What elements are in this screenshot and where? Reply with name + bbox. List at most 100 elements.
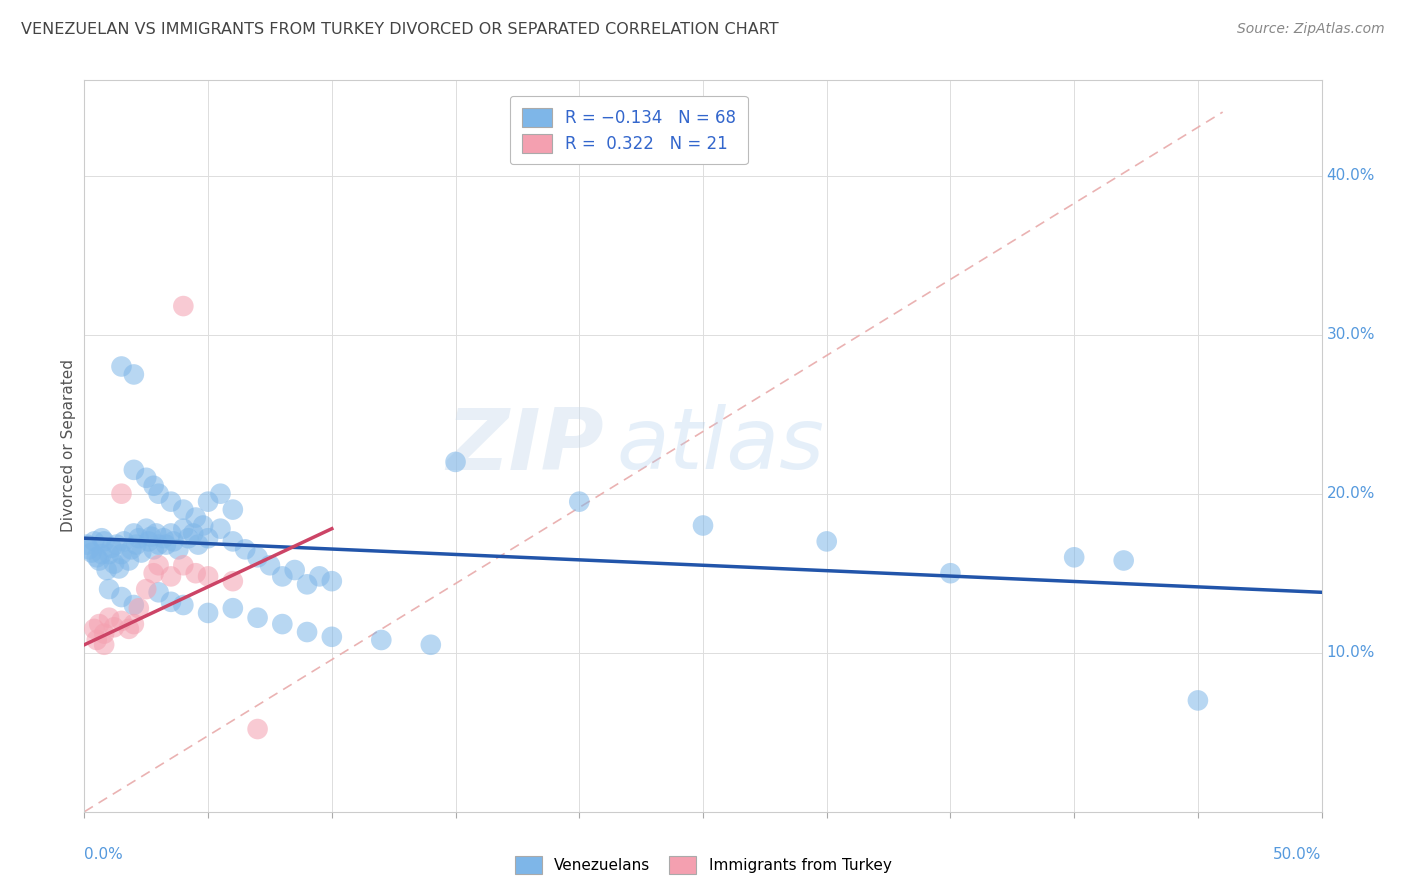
Point xyxy=(191,518,214,533)
Point xyxy=(79,542,101,557)
Point xyxy=(184,566,207,581)
Point xyxy=(162,534,184,549)
Point xyxy=(197,569,219,583)
Point xyxy=(160,595,183,609)
Point xyxy=(86,632,108,647)
Point xyxy=(1063,550,1085,565)
Point xyxy=(197,531,219,545)
Point xyxy=(145,526,167,541)
Point xyxy=(172,522,194,536)
Point xyxy=(233,542,256,557)
Point xyxy=(419,638,441,652)
Point xyxy=(1112,553,1135,567)
Point xyxy=(98,611,121,625)
Point xyxy=(118,553,141,567)
Point xyxy=(155,538,177,552)
Point xyxy=(209,486,232,500)
Point xyxy=(308,569,330,583)
Point xyxy=(89,617,111,632)
Point xyxy=(815,534,838,549)
Text: VENEZUELAN VS IMMIGRANTS FROM TURKEY DIVORCED OR SEPARATED CORRELATION CHART: VENEZUELAN VS IMMIGRANTS FROM TURKEY DIV… xyxy=(21,22,779,37)
Point xyxy=(172,502,194,516)
Point xyxy=(271,617,294,632)
Point xyxy=(246,550,269,565)
Point xyxy=(181,526,204,541)
Point xyxy=(108,561,131,575)
Point xyxy=(86,550,108,565)
Point xyxy=(222,574,245,589)
Point xyxy=(148,486,170,500)
Point xyxy=(246,611,269,625)
Point xyxy=(110,547,132,561)
Point xyxy=(110,590,132,604)
Point xyxy=(172,558,194,573)
Point xyxy=(98,547,121,561)
Point xyxy=(321,574,343,589)
Point xyxy=(142,566,165,581)
Point xyxy=(160,569,183,583)
Text: atlas: atlas xyxy=(616,404,824,488)
Point xyxy=(148,538,170,552)
Point xyxy=(90,547,112,561)
Point xyxy=(222,534,245,549)
Point xyxy=(370,632,392,647)
Point xyxy=(1187,693,1209,707)
Text: 10.0%: 10.0% xyxy=(1327,645,1375,660)
Point xyxy=(128,601,150,615)
Point xyxy=(152,531,174,545)
Text: ZIP: ZIP xyxy=(446,404,605,488)
Point xyxy=(93,534,115,549)
Point xyxy=(135,471,157,485)
Point xyxy=(160,526,183,541)
Point xyxy=(122,598,145,612)
Point xyxy=(141,530,163,544)
Point xyxy=(167,542,190,557)
Point xyxy=(177,531,200,545)
Point xyxy=(76,538,98,552)
Point xyxy=(103,620,125,634)
Point xyxy=(93,638,115,652)
Point xyxy=(222,601,245,615)
Point xyxy=(295,625,318,640)
Point xyxy=(80,545,103,559)
Point xyxy=(142,542,165,557)
Point xyxy=(197,606,219,620)
Point xyxy=(197,494,219,508)
Point xyxy=(172,299,194,313)
Point xyxy=(142,479,165,493)
Point xyxy=(284,563,307,577)
Point xyxy=(321,630,343,644)
Point xyxy=(105,538,128,552)
Point xyxy=(692,518,714,533)
Point xyxy=(568,494,591,508)
Point xyxy=(135,582,157,596)
Point xyxy=(120,542,142,557)
Point xyxy=(222,502,245,516)
Point xyxy=(122,617,145,632)
Text: 30.0%: 30.0% xyxy=(1327,327,1375,343)
Point xyxy=(103,557,125,571)
Point xyxy=(110,614,132,628)
Point xyxy=(90,531,112,545)
Point xyxy=(135,522,157,536)
Point xyxy=(89,553,111,567)
Point xyxy=(118,622,141,636)
Point xyxy=(129,545,152,559)
Point xyxy=(93,626,115,640)
Point xyxy=(246,722,269,736)
Point xyxy=(110,486,132,500)
Legend: R = −0.134   N = 68, R =  0.322   N = 21: R = −0.134 N = 68, R = 0.322 N = 21 xyxy=(510,96,748,164)
Text: Source: ZipAtlas.com: Source: ZipAtlas.com xyxy=(1237,22,1385,37)
Point xyxy=(444,455,467,469)
Text: 0.0%: 0.0% xyxy=(84,847,124,862)
Point xyxy=(128,531,150,545)
Point xyxy=(98,582,121,596)
Point xyxy=(122,463,145,477)
Point xyxy=(939,566,962,581)
Point xyxy=(184,510,207,524)
Point xyxy=(110,359,132,374)
Point xyxy=(100,541,122,555)
Point xyxy=(271,569,294,583)
Point xyxy=(187,538,209,552)
Point xyxy=(83,534,105,549)
